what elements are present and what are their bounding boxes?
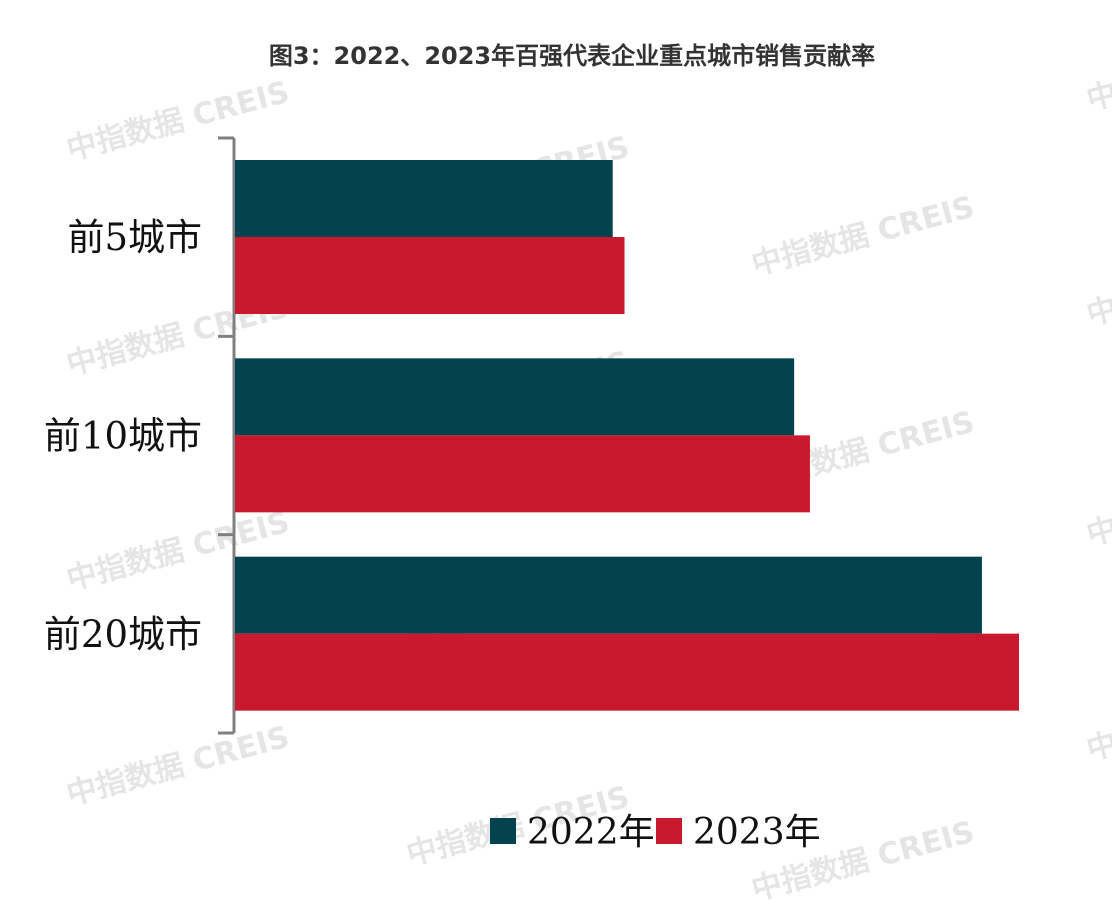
chart-title: 图3：2022、2023年百强代表企业重点城市销售贡献率 <box>269 42 875 70</box>
watermark-text: 中指数据 CREIS <box>748 190 978 283</box>
bar-2023-1 <box>235 435 810 513</box>
category-label: 前20城市 <box>44 613 202 656</box>
watermark-text: 中指数据 CREIS <box>1083 25 1112 118</box>
legend-label: 2023年 <box>693 812 821 853</box>
category-label: 前5城市 <box>67 216 202 259</box>
watermark-text: 中指数据 CREIS <box>63 720 293 813</box>
bar-2022-0 <box>235 160 613 237</box>
category-label: 前10城市 <box>44 415 202 458</box>
watermark-text: 中指数据 CREIS <box>1083 240 1112 333</box>
legend-label: 2022年 <box>527 812 655 853</box>
legend-swatch <box>656 818 682 844</box>
category-axis <box>218 136 236 735</box>
bar-2023-2 <box>235 633 1019 711</box>
legend-swatch <box>490 818 516 844</box>
watermark-text: 中指数据 CREIS <box>63 75 293 168</box>
bar-2023-0 <box>235 237 625 314</box>
watermark-text: 中指数据 CREIS <box>1083 460 1112 553</box>
bar-2022-2 <box>235 556 982 634</box>
bars <box>235 160 1019 711</box>
legend: 2022年 2023年 <box>490 812 821 853</box>
watermark-text: 中指数据 CREIS <box>1083 675 1112 768</box>
bar-2022-1 <box>235 358 795 436</box>
